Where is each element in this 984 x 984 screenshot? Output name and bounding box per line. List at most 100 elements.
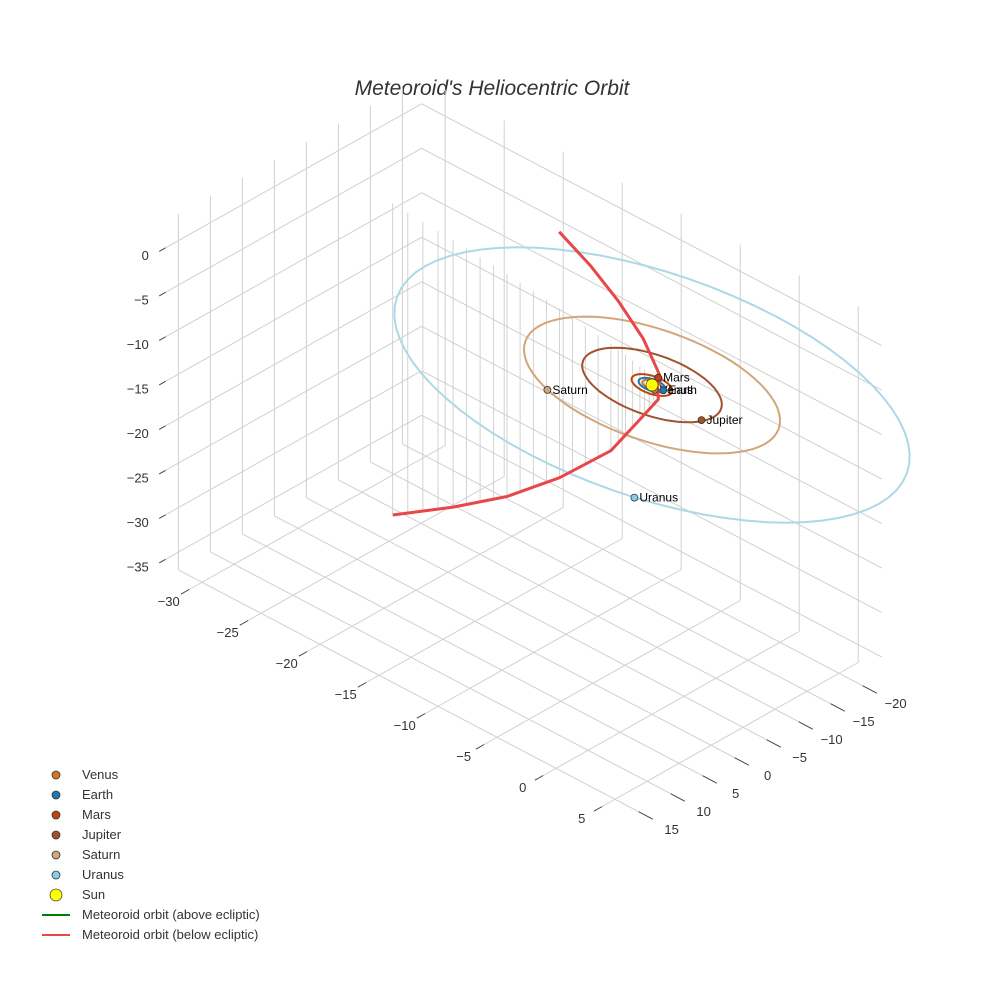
z-tick-mark xyxy=(158,469,166,475)
x-tick-mark xyxy=(534,775,544,781)
planet-earth xyxy=(659,386,668,395)
legend-label: Venus xyxy=(82,767,119,782)
planet-label-saturn: Saturn xyxy=(552,383,587,397)
x-tick-label: 5 xyxy=(578,811,585,826)
z-tick-label: −10 xyxy=(127,337,149,352)
x-tick-mark xyxy=(239,620,249,626)
orbit-mars xyxy=(630,373,674,397)
grid-line xyxy=(421,414,883,658)
z-tick-mark xyxy=(158,558,166,564)
x-tick-mark xyxy=(298,651,308,657)
grid-line xyxy=(306,507,564,652)
grid-line xyxy=(165,281,422,427)
y-tick-mark xyxy=(734,757,749,766)
grid-line xyxy=(421,147,883,391)
legend-marker-sun xyxy=(49,888,63,902)
meteoroid-orbit-below xyxy=(392,230,664,517)
tick-labels: −30−25−20−15−10−505−20−15−10−50510150−5−… xyxy=(127,247,907,837)
planet-uranus xyxy=(630,493,639,502)
meteoroid-stems xyxy=(392,203,659,515)
grid-line xyxy=(402,443,863,687)
grid-line xyxy=(421,192,883,436)
legend-marker-jupiter xyxy=(51,830,61,840)
sun-marker xyxy=(645,378,659,392)
legend-marker-saturn xyxy=(51,850,61,860)
meteoroid-paths xyxy=(392,230,664,517)
y-tick-label: −15 xyxy=(853,714,875,729)
x-tick-label: −25 xyxy=(217,625,239,640)
legend-label: Earth xyxy=(82,787,113,802)
legend-label: Meteoroid orbit (below ecliptic) xyxy=(82,927,258,942)
x-tick-mark xyxy=(593,806,603,812)
x-tick-mark xyxy=(357,682,367,688)
grid-line xyxy=(483,600,741,745)
y-tick-label: 10 xyxy=(696,804,710,819)
y-tick-label: −10 xyxy=(821,732,843,747)
grid-line xyxy=(242,533,703,777)
x-tick-label: −20 xyxy=(276,656,298,671)
grid-line xyxy=(365,538,623,683)
z-tick-label: −15 xyxy=(127,382,149,397)
planet-label-uranus: Uranus xyxy=(639,491,678,505)
planet-label-earth: Earth xyxy=(668,383,697,397)
z-tick-mark xyxy=(158,425,166,430)
y-tick-label: 0 xyxy=(764,768,771,783)
y-tick-mark xyxy=(862,685,877,694)
grid-layer xyxy=(165,87,883,813)
z-tick-label: 0 xyxy=(142,248,149,263)
grid-line xyxy=(601,662,859,807)
planet-label-venus: Venus xyxy=(660,383,693,397)
x-tick-label: −10 xyxy=(394,718,416,733)
grid-line xyxy=(306,497,767,741)
x-tick-label: −15 xyxy=(335,687,357,702)
grid-line xyxy=(370,461,831,705)
z-tick-mark xyxy=(158,336,166,341)
x-tick-label: 0 xyxy=(519,780,526,795)
x-tick-mark xyxy=(180,589,190,595)
grid-line xyxy=(338,479,799,723)
grid-line xyxy=(421,103,883,347)
z-tick-mark xyxy=(158,247,166,252)
z-tick-label: −5 xyxy=(134,293,149,308)
grid-line xyxy=(165,103,422,249)
y-tick-label: −5 xyxy=(792,750,807,765)
orbit-saturn xyxy=(522,315,782,455)
z-tick-label: −30 xyxy=(127,515,149,530)
planet-label-mars: Mars xyxy=(663,371,690,385)
grid-line xyxy=(165,414,422,560)
grid-line xyxy=(247,476,505,621)
chart-title: Meteoroid's Heliocentric Orbit xyxy=(355,77,631,100)
grid-line xyxy=(542,631,800,776)
z-tick-mark xyxy=(158,380,166,386)
z-tick-label: −35 xyxy=(127,560,149,575)
planet-jupiter xyxy=(697,416,706,425)
planet-label-jupiter: Jupiter xyxy=(707,413,743,427)
y-tick-mark xyxy=(798,721,813,730)
y-tick-label: 5 xyxy=(732,786,739,801)
z-tick-mark xyxy=(158,291,166,297)
legend-marker-uranus xyxy=(51,870,61,880)
legend-label: Uranus xyxy=(82,867,124,882)
grid-line xyxy=(210,551,671,795)
grid-line xyxy=(188,445,446,590)
grid-line xyxy=(178,569,639,813)
x-tick-mark xyxy=(416,713,426,719)
grid-line xyxy=(165,325,422,471)
legend-marker-mars xyxy=(51,810,61,820)
grid-line xyxy=(165,192,422,338)
grid-line xyxy=(421,325,883,569)
y-tick-label: 15 xyxy=(664,822,678,837)
planet-mars xyxy=(654,373,662,382)
y-tick-mark xyxy=(830,703,845,712)
z-tick-label: −20 xyxy=(127,426,149,441)
x-tick-label: −5 xyxy=(456,749,471,764)
y-tick-mark xyxy=(766,739,781,748)
legend-label: Jupiter xyxy=(82,827,122,842)
grid-line xyxy=(421,281,883,525)
legend-label: Saturn xyxy=(82,847,120,862)
x-tick-label: −30 xyxy=(158,594,180,609)
z-tick-label: −25 xyxy=(127,471,149,486)
z-tick-mark xyxy=(158,514,166,519)
legend-marker-venus xyxy=(51,770,61,780)
